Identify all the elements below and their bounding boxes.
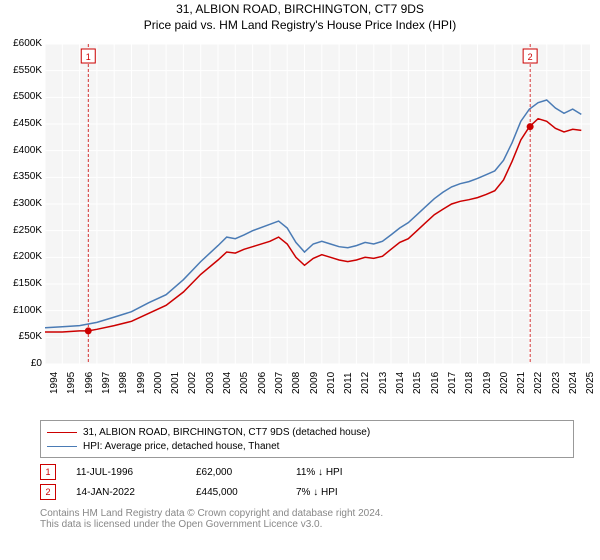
y-axis-tick: £50K: [2, 331, 42, 342]
legend-label: 31, ALBION ROAD, BIRCHINGTON, CT7 9DS (d…: [83, 427, 370, 438]
y-axis-tick: £200K: [2, 251, 42, 262]
trade-marker-box: 2: [40, 484, 56, 500]
y-axis-tick: £300K: [2, 198, 42, 209]
y-axis-tick: £250K: [2, 225, 42, 236]
y-axis-tick: £150K: [2, 278, 42, 289]
x-axis-tick: 2015: [412, 372, 423, 394]
y-axis-tick: £450K: [2, 118, 42, 129]
chart-legend: 31, ALBION ROAD, BIRCHINGTON, CT7 9DS (d…: [40, 420, 574, 458]
svg-text:2: 2: [528, 52, 533, 62]
attribution-line2: This data is licensed under the Open Gov…: [40, 519, 560, 530]
legend-item: 31, ALBION ROAD, BIRCHINGTON, CT7 9DS (d…: [47, 425, 567, 439]
trade-price: £445,000: [196, 487, 296, 498]
x-axis-tick: 2024: [568, 372, 579, 394]
trade-date: 11-JUL-1996: [76, 467, 196, 478]
trade-diff: 7% ↓ HPI: [296, 487, 396, 498]
x-axis-tick: 2014: [395, 372, 406, 394]
x-axis-tick: 2005: [239, 372, 250, 394]
x-axis-tick: 2020: [499, 372, 510, 394]
chart-plot-area: 12: [45, 44, 590, 364]
page-subtitle: Price paid vs. HM Land Registry's House …: [0, 18, 600, 32]
y-axis-tick: £600K: [2, 38, 42, 49]
legend-label: HPI: Average price, detached house, Than…: [83, 441, 279, 452]
y-axis-tick: £100K: [2, 305, 42, 316]
svg-text:1: 1: [86, 52, 91, 62]
x-axis-tick: 2023: [551, 372, 562, 394]
y-axis-tick: £0: [2, 358, 42, 369]
x-axis-tick: 2001: [170, 372, 181, 394]
x-axis-tick: 1995: [66, 372, 77, 394]
x-axis-tick: 2012: [360, 372, 371, 394]
x-axis-tick: 2006: [257, 372, 268, 394]
x-axis-tick: 2017: [447, 372, 458, 394]
x-axis-tick: 2013: [378, 372, 389, 394]
x-axis-tick: 2007: [274, 372, 285, 394]
x-axis-tick: 2009: [309, 372, 320, 394]
trade-row: 2 14-JAN-2022£445,0007% ↓ HPI: [40, 482, 560, 502]
trade-price: £62,000: [196, 467, 296, 478]
y-axis-tick: £350K: [2, 171, 42, 182]
x-axis-tick: 2011: [343, 372, 354, 394]
x-axis-tick: 1994: [49, 372, 60, 394]
x-axis-tick: 2025: [585, 372, 596, 394]
x-axis-tick: 1996: [84, 372, 95, 394]
x-axis-tick: 2000: [153, 372, 164, 394]
trade-row: 1 11-JUL-1996£62,00011% ↓ HPI: [40, 462, 560, 482]
x-axis-tick: 2016: [430, 372, 441, 394]
legend-swatch: [47, 446, 77, 447]
x-axis-tick: 1998: [118, 372, 129, 394]
x-axis-tick: 2018: [464, 372, 475, 394]
y-axis-tick: £550K: [2, 65, 42, 76]
x-axis-tick: 2021: [516, 372, 527, 394]
trades-table: 1 11-JUL-1996£62,00011% ↓ HPI 2 14-JAN-2022…: [40, 462, 560, 502]
y-axis-tick: £500K: [2, 91, 42, 102]
y-axis-tick: £400K: [2, 145, 42, 156]
attribution-line1: Contains HM Land Registry data © Crown c…: [40, 508, 560, 519]
x-axis-tick: 2019: [482, 372, 493, 394]
x-axis-tick: 2010: [326, 372, 337, 394]
attribution: Contains HM Land Registry data © Crown c…: [40, 508, 560, 530]
legend-swatch: [47, 432, 77, 433]
chart-svg: 12: [45, 44, 590, 364]
x-axis-tick: 1997: [101, 372, 112, 394]
page-title: 31, ALBION ROAD, BIRCHINGTON, CT7 9DS: [0, 2, 600, 16]
trade-date: 14-JAN-2022: [76, 487, 196, 498]
legend-item: HPI: Average price, detached house, Than…: [47, 439, 567, 453]
x-axis-tick: 2002: [187, 372, 198, 394]
x-axis-tick: 2022: [533, 372, 544, 394]
trade-marker-box: 1: [40, 464, 56, 480]
trade-diff: 11% ↓ HPI: [296, 467, 396, 478]
x-axis-tick: 2003: [205, 372, 216, 394]
x-axis-tick: 1999: [136, 372, 147, 394]
x-axis-tick: 2008: [291, 372, 302, 394]
x-axis-tick: 2004: [222, 372, 233, 394]
